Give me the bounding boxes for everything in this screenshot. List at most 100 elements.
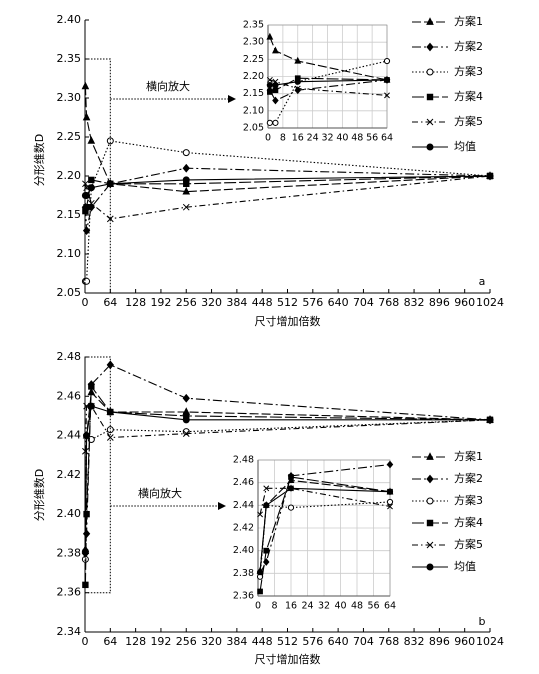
marker: [182, 186, 191, 195]
marker: [287, 485, 295, 492]
marker: [263, 547, 270, 554]
marker: [272, 46, 279, 54]
y-tick-label: 2.42: [233, 523, 254, 534]
marker: [272, 87, 279, 94]
y-tick-label: 2.35: [57, 52, 82, 65]
marker: [83, 192, 91, 199]
legend-label: 方案3: [454, 493, 483, 507]
annotation: 横向放大: [146, 79, 190, 93]
marker: [263, 485, 270, 492]
y-tick-label: 2.10: [243, 105, 264, 116]
legend-marker: [426, 541, 434, 549]
x-tick-label: 32: [318, 601, 330, 612]
series-line: [84, 175, 491, 212]
y-axis-label: 分形维数D: [33, 134, 46, 186]
marker: [386, 488, 394, 495]
marker: [386, 498, 394, 506]
marker: [83, 510, 90, 518]
marker: [287, 504, 295, 511]
x-tick-label: 24: [301, 601, 313, 612]
x-tick-label: 8: [280, 133, 286, 144]
marker: [383, 57, 391, 65]
legend-symbol: [426, 519, 434, 527]
marker: [182, 176, 190, 184]
series-line: [259, 487, 391, 573]
series-line: [269, 36, 388, 81]
annotation: 横向放大: [138, 486, 182, 500]
x-tick-label: 832: [404, 296, 425, 309]
marker: [294, 85, 301, 92]
series-line: [259, 476, 391, 592]
series-line: [84, 405, 491, 452]
legend-label: 均值: [454, 140, 476, 153]
legend-label: 方案5: [454, 114, 483, 128]
marker: [267, 89, 273, 95]
zoom-box: [84, 356, 111, 594]
legend-symbol: [426, 42, 434, 52]
x-tick-label: 576: [302, 296, 323, 309]
legend-symbol: [426, 474, 434, 484]
legend-label: 方案4: [454, 515, 483, 529]
y-tick-label: 2.42: [57, 468, 82, 481]
marker: [384, 92, 390, 99]
panel-label: b: [479, 615, 486, 628]
x-tick-label: 64: [103, 296, 117, 309]
marker: [82, 447, 89, 455]
x-tick-label: 56: [367, 601, 379, 612]
x-tick-label: 1024: [476, 296, 504, 309]
x-tick-label: 896: [429, 296, 450, 309]
y-tick-label: 2.48: [57, 350, 82, 363]
x-tick-label: 960: [454, 635, 475, 648]
x-tick-label: 768: [378, 296, 399, 309]
y-tick-label: 2.40: [233, 545, 254, 556]
x-tick-label: 384: [226, 635, 247, 648]
marker: [257, 588, 263, 595]
series-line: [84, 364, 491, 554]
legend-marker: [426, 497, 434, 505]
x-tick-label: 64: [381, 133, 393, 144]
marker: [486, 416, 494, 424]
legend-label: 方案1: [454, 449, 483, 463]
legend-label: 方案1: [454, 14, 483, 28]
x-tick-label: 1024: [476, 635, 504, 648]
y-tick-label: 2.40: [57, 13, 82, 26]
series-line: [269, 60, 388, 124]
zoom-arrow-head: [218, 502, 226, 510]
x-tick-label: 704: [353, 296, 374, 309]
x-tick-label: 320: [201, 635, 222, 648]
marker: [87, 184, 95, 192]
legend-symbol: [426, 17, 434, 25]
x-tick-label: 576: [302, 635, 323, 648]
marker: [83, 432, 91, 440]
marker: [182, 163, 190, 173]
marker: [182, 203, 190, 211]
legend-label: 方案2: [454, 39, 483, 53]
x-tick-label: 256: [176, 635, 197, 648]
y-tick-label: 2.05: [243, 123, 264, 134]
legend-symbol: [426, 143, 434, 151]
marker: [182, 430, 190, 437]
y-tick-label: 2.30: [243, 37, 264, 48]
series-line: [84, 391, 491, 550]
y-tick-label: 2.46: [57, 389, 82, 402]
series-line: [84, 419, 491, 560]
x-tick-label: 896: [429, 635, 450, 648]
zoom-arrow-head: [228, 95, 236, 103]
marker: [81, 81, 90, 90]
legend-label: 方案5: [454, 537, 483, 551]
legend-marker: [426, 519, 434, 527]
marker: [256, 569, 264, 576]
marker: [182, 149, 190, 157]
y-tick-label: 2.35: [243, 20, 264, 31]
marker: [263, 502, 270, 509]
x-axis-label: 尺寸增加倍数: [255, 314, 321, 328]
marker: [87, 136, 96, 144]
marker: [257, 511, 264, 518]
x-axis-label: 尺寸增加倍数: [255, 652, 321, 666]
y-tick-label: 2.38: [233, 568, 254, 579]
panel-label: a: [479, 275, 486, 288]
x-tick-label: 192: [150, 635, 171, 648]
series-line: [84, 86, 491, 193]
series-line: [85, 140, 491, 282]
